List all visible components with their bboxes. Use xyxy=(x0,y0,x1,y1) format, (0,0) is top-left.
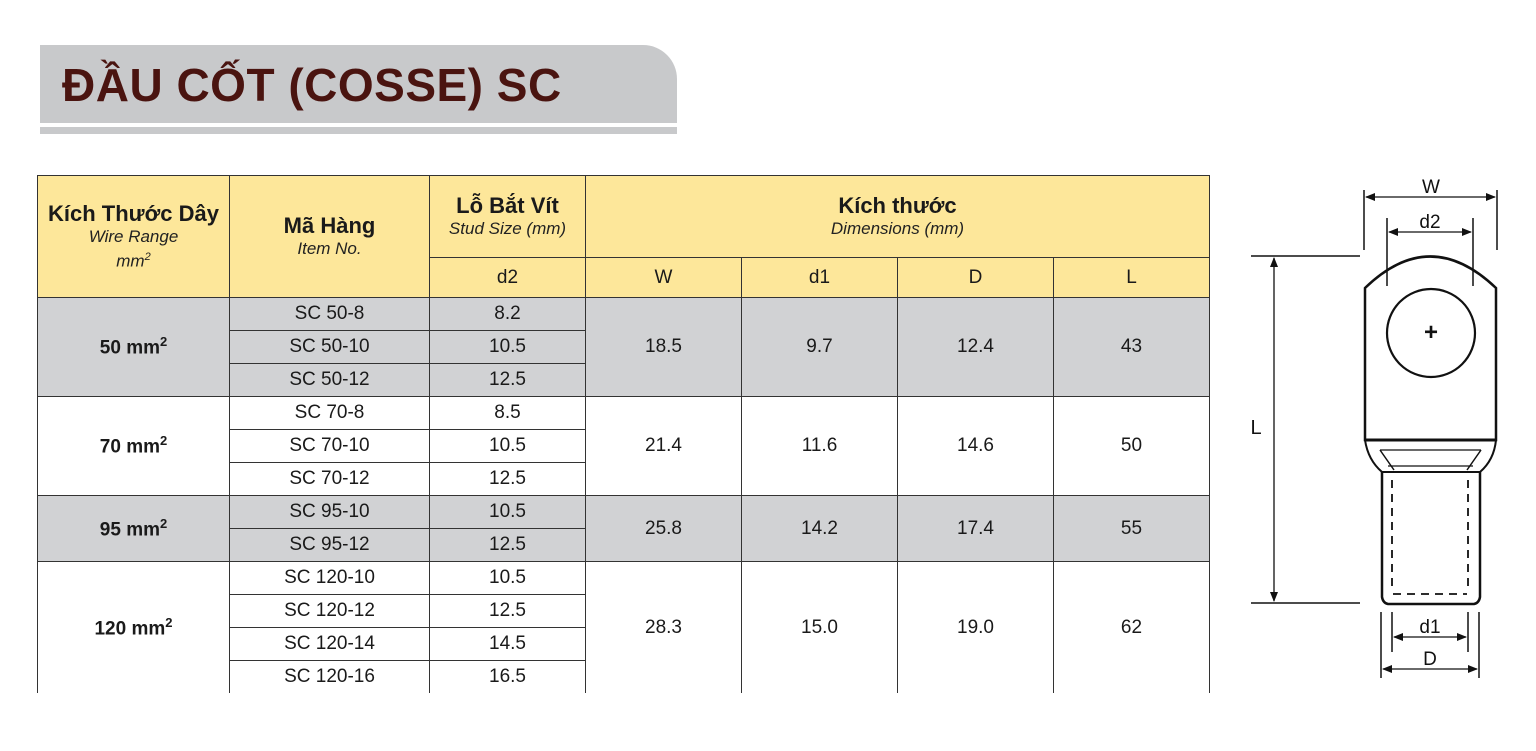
d2-value: 10.5 xyxy=(429,561,586,595)
wire-size-cell: 50 mm2 xyxy=(37,297,230,397)
D-value: 12.4 xyxy=(897,297,1054,397)
dimensions-sub: Dimensions (mm) xyxy=(830,219,965,238)
label-L: L xyxy=(1250,417,1261,439)
table-row: 95 mm2 SC 95-10 10.5 25.8 14.2 17.4 55 xyxy=(37,495,1210,562)
d1-value: 15.0 xyxy=(741,561,898,693)
stud-size-sub: Stud Size (mm) xyxy=(448,219,567,238)
d1-value: 9.7 xyxy=(741,297,898,397)
wire-range-unit: mm2 xyxy=(116,250,151,271)
d2-value: 8.5 xyxy=(429,396,586,430)
table-row: 120 mm2 SC 120-10 10.5 28.3 15.0 19.0 62 xyxy=(37,561,1210,693)
item-code: SC 70-8 xyxy=(229,396,430,430)
wire-range-sub: Wire Range xyxy=(88,226,179,246)
item-code: SC 50-8 xyxy=(229,297,430,331)
d2-value: 14.5 xyxy=(429,627,586,661)
d2-value: 8.2 xyxy=(429,297,586,331)
col-W: W xyxy=(585,257,742,298)
item-code: SC 70-10 xyxy=(229,429,430,463)
item-code: SC 120-16 xyxy=(229,660,430,693)
L-value: 62 xyxy=(1053,561,1210,693)
item-code: SC 50-10 xyxy=(229,330,430,364)
table-row: SC 95-12 12.5 xyxy=(38,528,1210,562)
col-D: D xyxy=(897,257,1054,298)
header-dimensions: Kích thước Dimensions (mm) xyxy=(585,175,1210,258)
table-row: 50 mm2 SC 50-8 8.2 18.5 9.7 12.4 43 xyxy=(37,297,1210,397)
wire-size-cell: 70 mm2 xyxy=(37,396,230,496)
table-row: SC 70-12 12.5 xyxy=(38,462,1210,496)
dimensions-title: Kích thước xyxy=(838,193,957,218)
table-row: SC 70-10 10.5 xyxy=(38,429,1210,463)
item-code: SC 95-10 xyxy=(229,495,430,529)
item-code: SC 120-10 xyxy=(229,561,430,595)
table-row: SC 120-12 12.5 xyxy=(38,594,1210,628)
col-L: L xyxy=(1053,257,1210,298)
header-wire-range: Kích Thước Dây Wire Range mm2 xyxy=(37,175,230,298)
title-band xyxy=(40,45,677,123)
item-no-sub: Item No. xyxy=(297,239,362,258)
wire-range-title: Kích Thước Dây xyxy=(48,200,219,226)
title-underline xyxy=(40,127,677,134)
W-value: 25.8 xyxy=(585,495,742,562)
center-cross-icon: + xyxy=(1424,319,1438,346)
item-code: SC 120-12 xyxy=(229,594,430,628)
col-d2: d2 xyxy=(429,257,586,298)
label-d2: d2 xyxy=(1419,212,1440,233)
page-title: ĐẦU CỐT (COSSE) SC xyxy=(62,59,562,111)
W-value: 21.4 xyxy=(585,396,742,496)
L-value: 55 xyxy=(1053,495,1210,562)
item-no-title: Mã Hàng xyxy=(283,213,376,238)
item-code: SC 120-14 xyxy=(229,627,430,661)
label-d1: d1 xyxy=(1419,617,1440,638)
d2-value: 12.5 xyxy=(429,528,586,562)
item-code: SC 70-12 xyxy=(229,462,430,496)
d2-value: 16.5 xyxy=(429,660,586,693)
header-stud-size: Lỗ Bắt Vít Stud Size (mm) xyxy=(429,175,586,258)
d1-value: 14.2 xyxy=(741,495,898,562)
label-W: W xyxy=(1422,177,1440,198)
header-item-no: Mã Hàng Item No. xyxy=(229,175,430,298)
d2-value: 10.5 xyxy=(429,429,586,463)
table-row: SC 120-14 14.5 xyxy=(38,627,1210,661)
label-D: D xyxy=(1423,649,1437,670)
stud-size-title: Lỗ Bắt Vít xyxy=(456,193,559,218)
table-row: 70 mm2 SC 70-8 8.5 21.4 11.6 14.6 50 xyxy=(37,396,1210,496)
lug-dimension-diagram: W d2 L + d1 D xyxy=(1250,177,1498,678)
d1-value: 11.6 xyxy=(741,396,898,496)
wire-size-cell: 120 mm2 xyxy=(37,561,230,693)
d2-value: 10.5 xyxy=(429,495,586,529)
table-row: SC 120-16 16.5 xyxy=(38,660,1210,693)
D-value: 17.4 xyxy=(897,495,1054,562)
item-code: SC 95-12 xyxy=(229,528,430,562)
L-value: 50 xyxy=(1053,396,1210,496)
d2-value: 12.5 xyxy=(429,462,586,496)
spec-table: Kích Thước Dây Wire Range mm2 Mã Hàng It… xyxy=(37,175,1210,693)
d2-value: 12.5 xyxy=(429,363,586,397)
wire-size-cell: 95 mm2 xyxy=(37,495,230,562)
D-value: 14.6 xyxy=(897,396,1054,496)
col-d1: d1 xyxy=(741,257,898,298)
L-value: 43 xyxy=(1053,297,1210,397)
table-row: SC 50-10 10.5 xyxy=(38,330,1210,364)
d2-value: 10.5 xyxy=(429,330,586,364)
item-code: SC 50-12 xyxy=(229,363,430,397)
d2-value: 12.5 xyxy=(429,594,586,628)
W-value: 18.5 xyxy=(585,297,742,397)
W-value: 28.3 xyxy=(585,561,742,693)
D-value: 19.0 xyxy=(897,561,1054,693)
table-row: SC 50-12 12.5 xyxy=(38,363,1210,397)
